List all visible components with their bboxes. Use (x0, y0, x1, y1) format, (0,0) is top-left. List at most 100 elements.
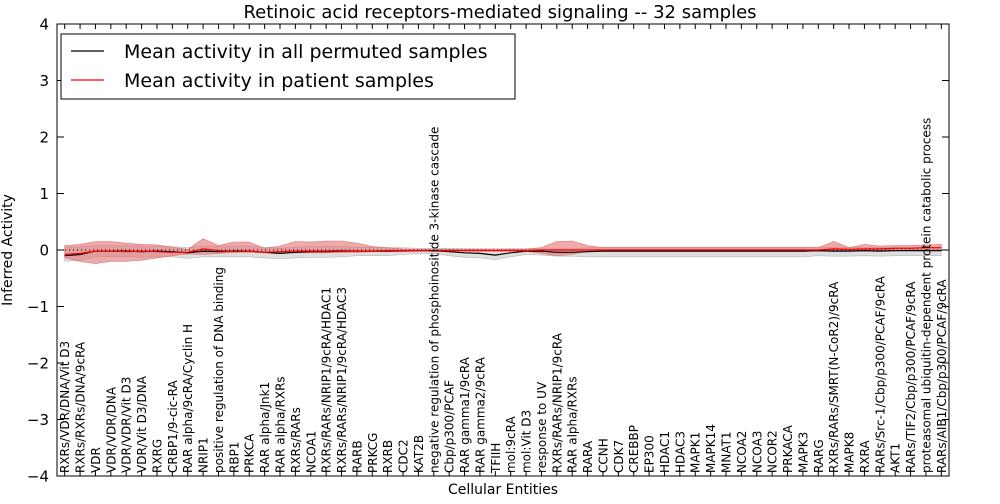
x-tick-label: RAR gamma2/9cRA (473, 356, 487, 473)
x-tick-label: NCOA2 (735, 431, 749, 473)
patient-point (756, 249, 757, 250)
x-tick-label: CCNH (596, 438, 610, 473)
x-tick-label: RXRs/RXRs/DNA/9cRA (74, 341, 88, 473)
patient-point (864, 248, 865, 249)
x-tick-label: positive regulation of DNA binding (212, 267, 226, 473)
x-tick-label: EP300 (643, 435, 657, 473)
patient-point (572, 249, 573, 250)
patient-point (649, 249, 650, 250)
x-tick-label: PRKCA (243, 433, 257, 473)
permuted-point (541, 251, 542, 252)
patient-point (618, 249, 619, 250)
x-tick-label: TFIIH (489, 443, 503, 474)
x-tick-label: HDAC3 (673, 431, 687, 473)
permuted-point (941, 250, 942, 251)
patient-point (633, 249, 634, 250)
patient-point (387, 250, 388, 251)
x-tick-label: VDR/VDR/Vit D3 (120, 377, 134, 473)
permuted-point (203, 251, 204, 252)
y-axis-ticks: −4 −3 −2 −1 0 1 2 3 4 (27, 16, 949, 486)
legend-label-patient: Mean activity in patient samples (124, 70, 434, 92)
y-tick-label: 2 (39, 129, 49, 147)
patient-point (556, 249, 557, 250)
patient-point (710, 249, 711, 250)
x-tick-label: RXRB (381, 440, 395, 473)
permuted-point (449, 251, 450, 252)
x-tick-label: RXRs/RARs (289, 407, 303, 473)
patient-point (464, 250, 465, 251)
permuted-point (279, 253, 280, 254)
x-tick-label: RXRA (858, 440, 872, 473)
y-tick-label: −3 (27, 411, 49, 429)
permuted-point (787, 251, 788, 252)
permuted-point (633, 251, 634, 252)
patient-point (233, 251, 234, 252)
y-tick-label: −1 (27, 298, 49, 316)
patient-point (772, 249, 773, 250)
patient-point (372, 251, 373, 252)
legend-label-permuted: Mean activity in all permuted samples (124, 41, 487, 63)
patient-point (249, 251, 250, 252)
patient-point (264, 252, 265, 253)
x-tick-label: MAPK14 (704, 424, 718, 473)
x-tick-label: AKT1 (889, 443, 903, 473)
patient-point (79, 253, 80, 254)
patient-point (895, 248, 896, 249)
x-tick-label: CRBP1/9-cic-RA (166, 379, 180, 473)
x-tick-label: RARG (812, 439, 826, 473)
permuted-point (695, 251, 696, 252)
patient-point (449, 250, 450, 251)
x-tick-label: RARs/AIB1/Cbp/p300/PCAF/9cRA (935, 279, 949, 473)
x-tick-label: RXRG (150, 439, 164, 473)
patient-point (695, 249, 696, 250)
x-tick-label: KAT2B (412, 435, 426, 473)
permuted-point (802, 251, 803, 252)
y-tick-label: −2 (27, 355, 49, 373)
permuted-point (772, 251, 773, 252)
x-tick-label: PRKCG (366, 433, 380, 473)
patient-point (833, 248, 834, 249)
legend-box (60, 33, 516, 100)
y-tick-label: 1 (39, 185, 49, 203)
patient-point (495, 250, 496, 251)
permuted-point (910, 250, 911, 251)
x-tick-label: CDC2 (397, 439, 411, 473)
x-tick-label: NCOA1 (304, 431, 318, 473)
patient-point (156, 251, 157, 252)
x-tick-label: proteasomal ubiquitin-dependent protein … (919, 118, 933, 473)
patient-point (326, 251, 327, 252)
x-tick-label: response to UV (535, 381, 549, 473)
x-tick-label: MAPK8 (843, 432, 857, 473)
patient-point (126, 251, 127, 252)
patient-point (664, 249, 665, 250)
x-tick-label: RAR alpha/RXRs (566, 376, 580, 473)
permuted-point (664, 251, 665, 252)
patient-point (941, 247, 942, 248)
patient-point (110, 251, 111, 252)
x-tick-label: RXRs/RARs/SMRT(N-CoR2)/9cRA (827, 281, 841, 473)
patient-point (402, 250, 403, 251)
x-tick-label: NCOA3 (750, 431, 764, 473)
x-tick-label: HDAC1 (658, 431, 672, 473)
permuted-point (479, 253, 480, 254)
permuted-point (725, 251, 726, 252)
x-tick-label: RAR alpha/9cRA/Cyclin H (181, 324, 195, 473)
patient-point (479, 250, 480, 251)
patient-point (525, 250, 526, 251)
x-tick-label: MNAT1 (720, 431, 734, 473)
x-tick-label: RARs/Src-1/Cbp/p300/PCAF/9cRA (873, 275, 887, 473)
patient-point (510, 250, 511, 251)
x-axis-label: Cellular Entities (448, 482, 558, 498)
patient-point (587, 249, 588, 250)
patient-point (910, 248, 911, 249)
permuted-point (64, 255, 65, 256)
permuted-point (79, 254, 80, 255)
patient-point (725, 249, 726, 250)
x-tick-label: VDR/VDR/DNA (104, 386, 118, 473)
patient-point (787, 249, 788, 250)
patient-point (741, 249, 742, 250)
permuted-point (833, 251, 834, 252)
x-tick-label: mol:Vit D3 (520, 410, 534, 473)
